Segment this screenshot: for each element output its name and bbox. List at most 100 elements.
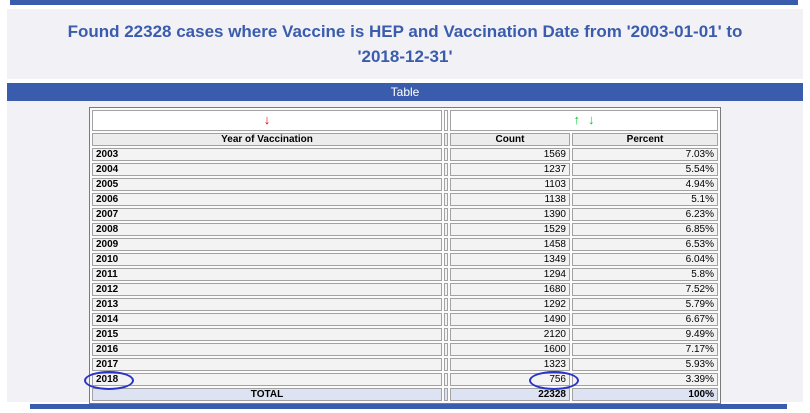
percent-cell: 6.85% <box>572 223 718 236</box>
table-row: 2011 1294 5.8% <box>92 268 718 281</box>
table-row: 2009 1458 6.53% <box>92 238 718 251</box>
table-row: 2017 1323 5.93% <box>92 358 718 371</box>
count-cell: 1458 <box>450 238 570 251</box>
results-header-panel: Found 22328 cases where Vaccine is HEP a… <box>7 9 803 79</box>
total-percent-cell: 100% <box>572 388 718 401</box>
column-group-divider <box>444 148 448 161</box>
column-group-divider <box>444 208 448 221</box>
percent-cell: 5.93% <box>572 358 718 371</box>
table-section-bar: Table <box>7 83 803 101</box>
count-cell: 1237 <box>450 163 570 176</box>
percent-cell: 5.1% <box>572 193 718 206</box>
top-divider <box>10 0 798 5</box>
page-title-line-1: Found 22328 cases where Vaccine is HEP a… <box>67 22 743 41</box>
data-sort-cell: ↑ ↓ <box>450 110 718 131</box>
column-group-divider <box>444 328 448 341</box>
column-group-divider <box>444 110 448 131</box>
percent-cell: 7.17% <box>572 343 718 356</box>
percent-cell: 5.79% <box>572 298 718 311</box>
column-group-divider <box>444 343 448 356</box>
results-table: ↓ ↑ ↓ Year of Vaccination Count Percent 2… <box>84 107 721 404</box>
table-section-label: Table <box>390 85 420 99</box>
year-cell: 2003 <box>92 148 442 161</box>
year-cell: 2017 <box>92 358 442 371</box>
percent-cell: 5.54% <box>572 163 718 176</box>
year-cell: 2007 <box>92 208 442 221</box>
table-row: 2003 1569 7.03% <box>92 148 718 161</box>
column-group-divider <box>444 238 448 251</box>
count-cell: 1294 <box>450 268 570 281</box>
count-cell: 1103 <box>450 178 570 191</box>
percent-cell: 9.49% <box>572 328 718 341</box>
percent-cell: 6.04% <box>572 253 718 266</box>
sort-controls-row: ↓ ↑ ↓ <box>92 110 718 131</box>
column-group-divider <box>444 283 448 296</box>
total-label-cell: TOTAL <box>92 388 442 401</box>
count-cell: 1390 <box>450 208 570 221</box>
total-row: TOTAL 22328 100% <box>92 388 718 401</box>
column-header-row: Year of Vaccination Count Percent <box>92 133 718 146</box>
percent-cell: 5.8% <box>572 268 718 281</box>
count-cell: 1680 <box>450 283 570 296</box>
total-count-cell: 22328 <box>450 388 570 401</box>
table-row: 2006 1138 5.1% <box>92 193 718 206</box>
table-row: 2016 1600 7.17% <box>92 343 718 356</box>
year-cell: 2008 <box>92 223 442 236</box>
year-cell: 2015 <box>92 328 442 341</box>
table-row: 2012 1680 7.52% <box>92 283 718 296</box>
table-row: 2015 2120 9.49% <box>92 328 718 341</box>
column-group-divider <box>444 178 448 191</box>
table-row: 2007 1390 6.23% <box>92 208 718 221</box>
column-group-divider <box>444 193 448 206</box>
count-cell: 1569 <box>450 148 570 161</box>
bottom-divider <box>30 404 787 409</box>
year-cell: 2006 <box>92 193 442 206</box>
count-cell: 1600 <box>450 343 570 356</box>
year-cell: 2005 <box>92 178 442 191</box>
year-cell: 2011 <box>92 268 442 281</box>
percent-cell: 7.03% <box>572 148 718 161</box>
column-group-divider <box>444 163 448 176</box>
table-row: 2005 1103 4.94% <box>92 178 718 191</box>
year-cell: 2018 <box>84 371 442 390</box>
percent-cell: 4.94% <box>572 178 718 191</box>
count-cell: 1292 <box>450 298 570 311</box>
table-row: 2018 756 3.39% <box>84 371 718 390</box>
year-cell: 2013 <box>92 298 442 311</box>
column-group-divider <box>444 223 448 236</box>
count-cell: 1323 <box>450 358 570 371</box>
year-cell: 2014 <box>92 313 442 326</box>
column-group-divider <box>444 373 448 386</box>
column-group-divider <box>444 298 448 311</box>
column-group-divider <box>444 313 448 326</box>
column-group-divider <box>444 253 448 266</box>
table-row: 2004 1237 5.54% <box>92 163 718 176</box>
table-row: 2008 1529 6.85% <box>92 223 718 236</box>
column-header-percent: Percent <box>572 133 718 146</box>
column-header-count: Count <box>450 133 570 146</box>
year-cell: 2004 <box>92 163 442 176</box>
sort-descending-icon[interactable]: ↓ <box>263 112 271 127</box>
count-cell: 756 <box>450 371 579 390</box>
percent-cell: 7.52% <box>572 283 718 296</box>
table-row: 2010 1349 6.04% <box>92 253 718 266</box>
year-cell: 2009 <box>92 238 442 251</box>
column-group-divider <box>444 388 448 401</box>
column-group-divider <box>444 268 448 281</box>
sort-descending-icon[interactable]: ↓ <box>588 112 595 127</box>
percent-cell: 3.39% <box>572 373 718 386</box>
results-table-container: ↓ ↑ ↓ Year of Vaccination Count Percent 2… <box>84 107 721 404</box>
table-row: 2013 1292 5.79% <box>92 298 718 311</box>
percent-cell: 6.53% <box>572 238 718 251</box>
year-cell: 2010 <box>92 253 442 266</box>
percent-cell: 6.67% <box>572 313 718 326</box>
year-cell: 2012 <box>92 283 442 296</box>
count-cell: 1349 <box>450 253 570 266</box>
count-cell: 1529 <box>450 223 570 236</box>
sort-ascending-icon[interactable]: ↑ <box>573 112 581 127</box>
page-title: Found 22328 cases where Vaccine is HEP a… <box>7 19 803 69</box>
count-cell: 1490 <box>450 313 570 326</box>
percent-cell: 6.23% <box>572 208 718 221</box>
column-header-year: Year of Vaccination <box>92 133 442 146</box>
year-sort-cell: ↓ <box>92 110 442 131</box>
